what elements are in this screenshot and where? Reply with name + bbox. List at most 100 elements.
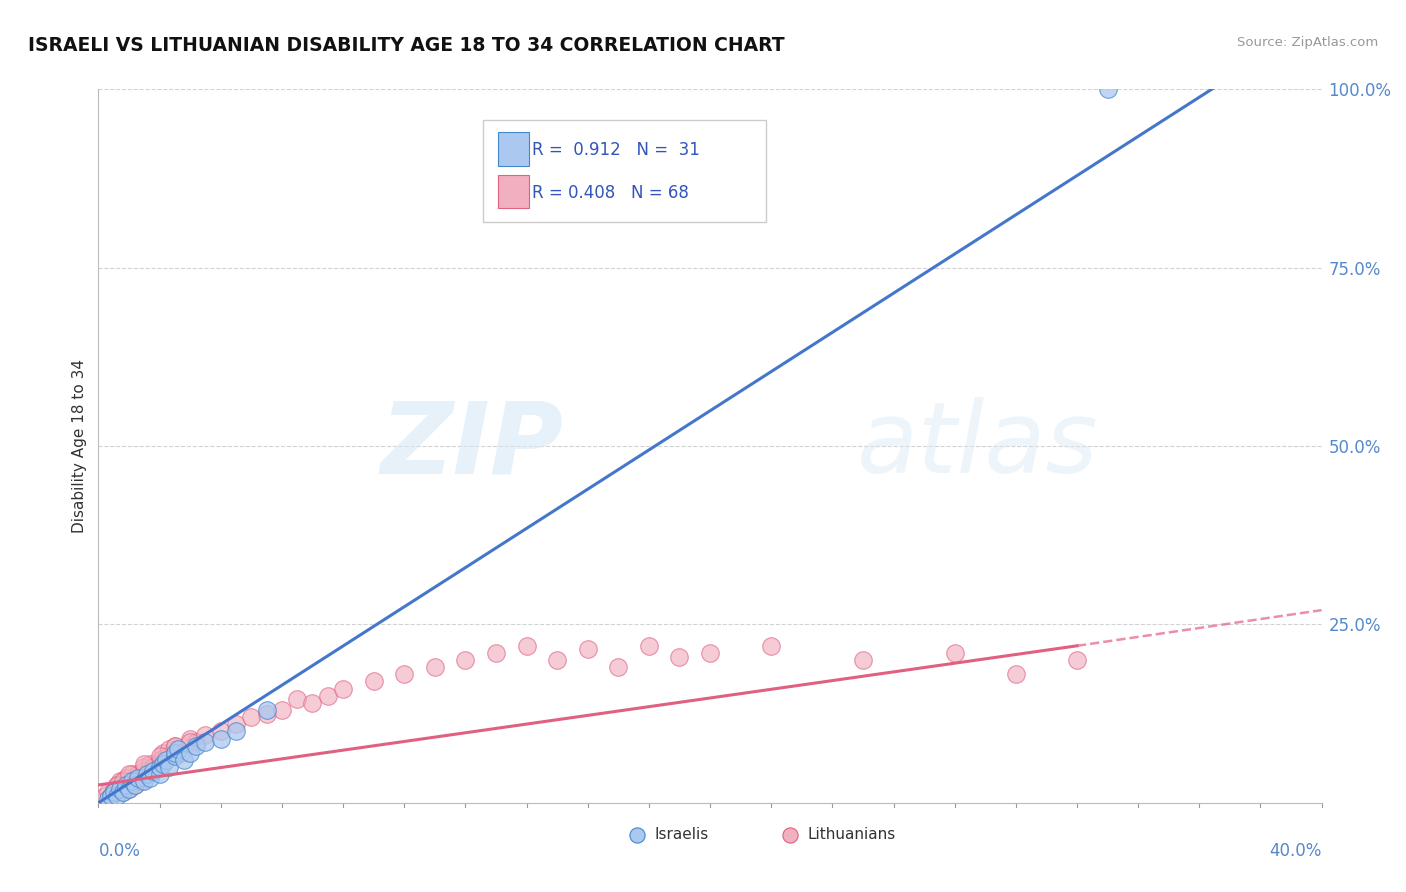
Point	[392, 667, 416, 681]
Point	[225, 717, 247, 731]
Text: R = 0.408   N = 68: R = 0.408 N = 68	[531, 184, 689, 202]
Point	[699, 646, 721, 660]
Point	[111, 778, 134, 792]
Point	[516, 639, 538, 653]
Point	[134, 760, 156, 774]
Point	[134, 756, 156, 771]
Point	[163, 746, 186, 760]
Point	[240, 710, 263, 724]
Point	[186, 739, 208, 753]
Point	[149, 749, 172, 764]
Point	[301, 696, 323, 710]
Point	[127, 771, 149, 785]
Point	[194, 735, 217, 749]
Point	[270, 703, 294, 717]
Point	[149, 753, 172, 767]
Point	[454, 653, 477, 667]
Point	[149, 767, 172, 781]
Point	[115, 778, 138, 792]
Point	[127, 767, 149, 781]
Point	[1004, 667, 1026, 681]
Point	[761, 639, 783, 653]
Point	[111, 785, 134, 799]
Point	[626, 828, 648, 842]
Point	[124, 778, 146, 792]
Point	[124, 778, 146, 792]
Point	[332, 681, 354, 696]
Point	[163, 739, 186, 753]
Point	[256, 703, 278, 717]
Point	[285, 692, 308, 706]
Point	[142, 764, 165, 778]
Point	[118, 781, 141, 796]
Point	[186, 735, 208, 749]
Point	[152, 746, 174, 760]
Point	[149, 756, 172, 771]
Point	[179, 746, 201, 760]
Point	[316, 689, 339, 703]
Point	[209, 724, 232, 739]
Point	[134, 774, 156, 789]
Point	[111, 774, 134, 789]
Point	[167, 742, 190, 756]
Text: ZIP: ZIP	[380, 398, 564, 494]
Point	[121, 774, 143, 789]
Text: Israelis: Israelis	[655, 828, 709, 842]
Point	[105, 778, 128, 792]
Point	[105, 778, 128, 792]
Point	[209, 731, 232, 746]
Point	[423, 660, 446, 674]
Point	[852, 653, 875, 667]
Text: atlas: atlas	[856, 398, 1098, 494]
Point	[173, 753, 195, 767]
Point	[124, 771, 146, 785]
Text: ISRAELI VS LITHUANIAN DISABILITY AGE 18 TO 34 CORRELATION CHART: ISRAELI VS LITHUANIAN DISABILITY AGE 18 …	[28, 36, 785, 54]
Point	[100, 789, 122, 803]
Point	[108, 781, 131, 796]
Point	[118, 774, 141, 789]
Point	[149, 760, 172, 774]
Point	[142, 764, 165, 778]
Point	[1066, 653, 1088, 667]
Point	[779, 828, 801, 842]
Point	[179, 735, 201, 749]
Point	[97, 785, 120, 799]
Text: 0.0%: 0.0%	[98, 842, 141, 860]
Point	[115, 771, 138, 785]
Point	[100, 789, 122, 803]
Text: Lithuanians: Lithuanians	[808, 828, 896, 842]
Point	[139, 771, 162, 785]
Text: R =  0.912   N =  31: R = 0.912 N = 31	[531, 141, 700, 159]
Point	[225, 724, 247, 739]
Point	[256, 706, 278, 721]
Point	[136, 767, 159, 781]
Point	[485, 646, 508, 660]
Point	[668, 649, 690, 664]
Point	[108, 781, 131, 796]
Point	[157, 760, 180, 774]
Point	[157, 742, 180, 756]
Point	[118, 767, 141, 781]
Point	[136, 767, 159, 781]
Point	[139, 756, 162, 771]
Point	[155, 753, 177, 767]
Point	[363, 674, 385, 689]
Point	[129, 774, 152, 789]
Text: 40.0%: 40.0%	[1270, 842, 1322, 860]
Y-axis label: Disability Age 18 to 34: Disability Age 18 to 34	[72, 359, 87, 533]
Point	[194, 728, 217, 742]
Point	[607, 660, 630, 674]
Point	[576, 642, 599, 657]
Point	[134, 764, 156, 778]
Point	[103, 781, 125, 796]
Point	[1097, 82, 1119, 96]
Text: Source: ZipAtlas.com: Source: ZipAtlas.com	[1237, 36, 1378, 49]
Point	[103, 785, 125, 799]
Point	[155, 749, 177, 764]
Point	[103, 785, 125, 799]
Point	[111, 785, 134, 799]
Point	[108, 774, 131, 789]
Point	[170, 746, 193, 760]
Point	[97, 792, 120, 806]
Point	[943, 646, 966, 660]
